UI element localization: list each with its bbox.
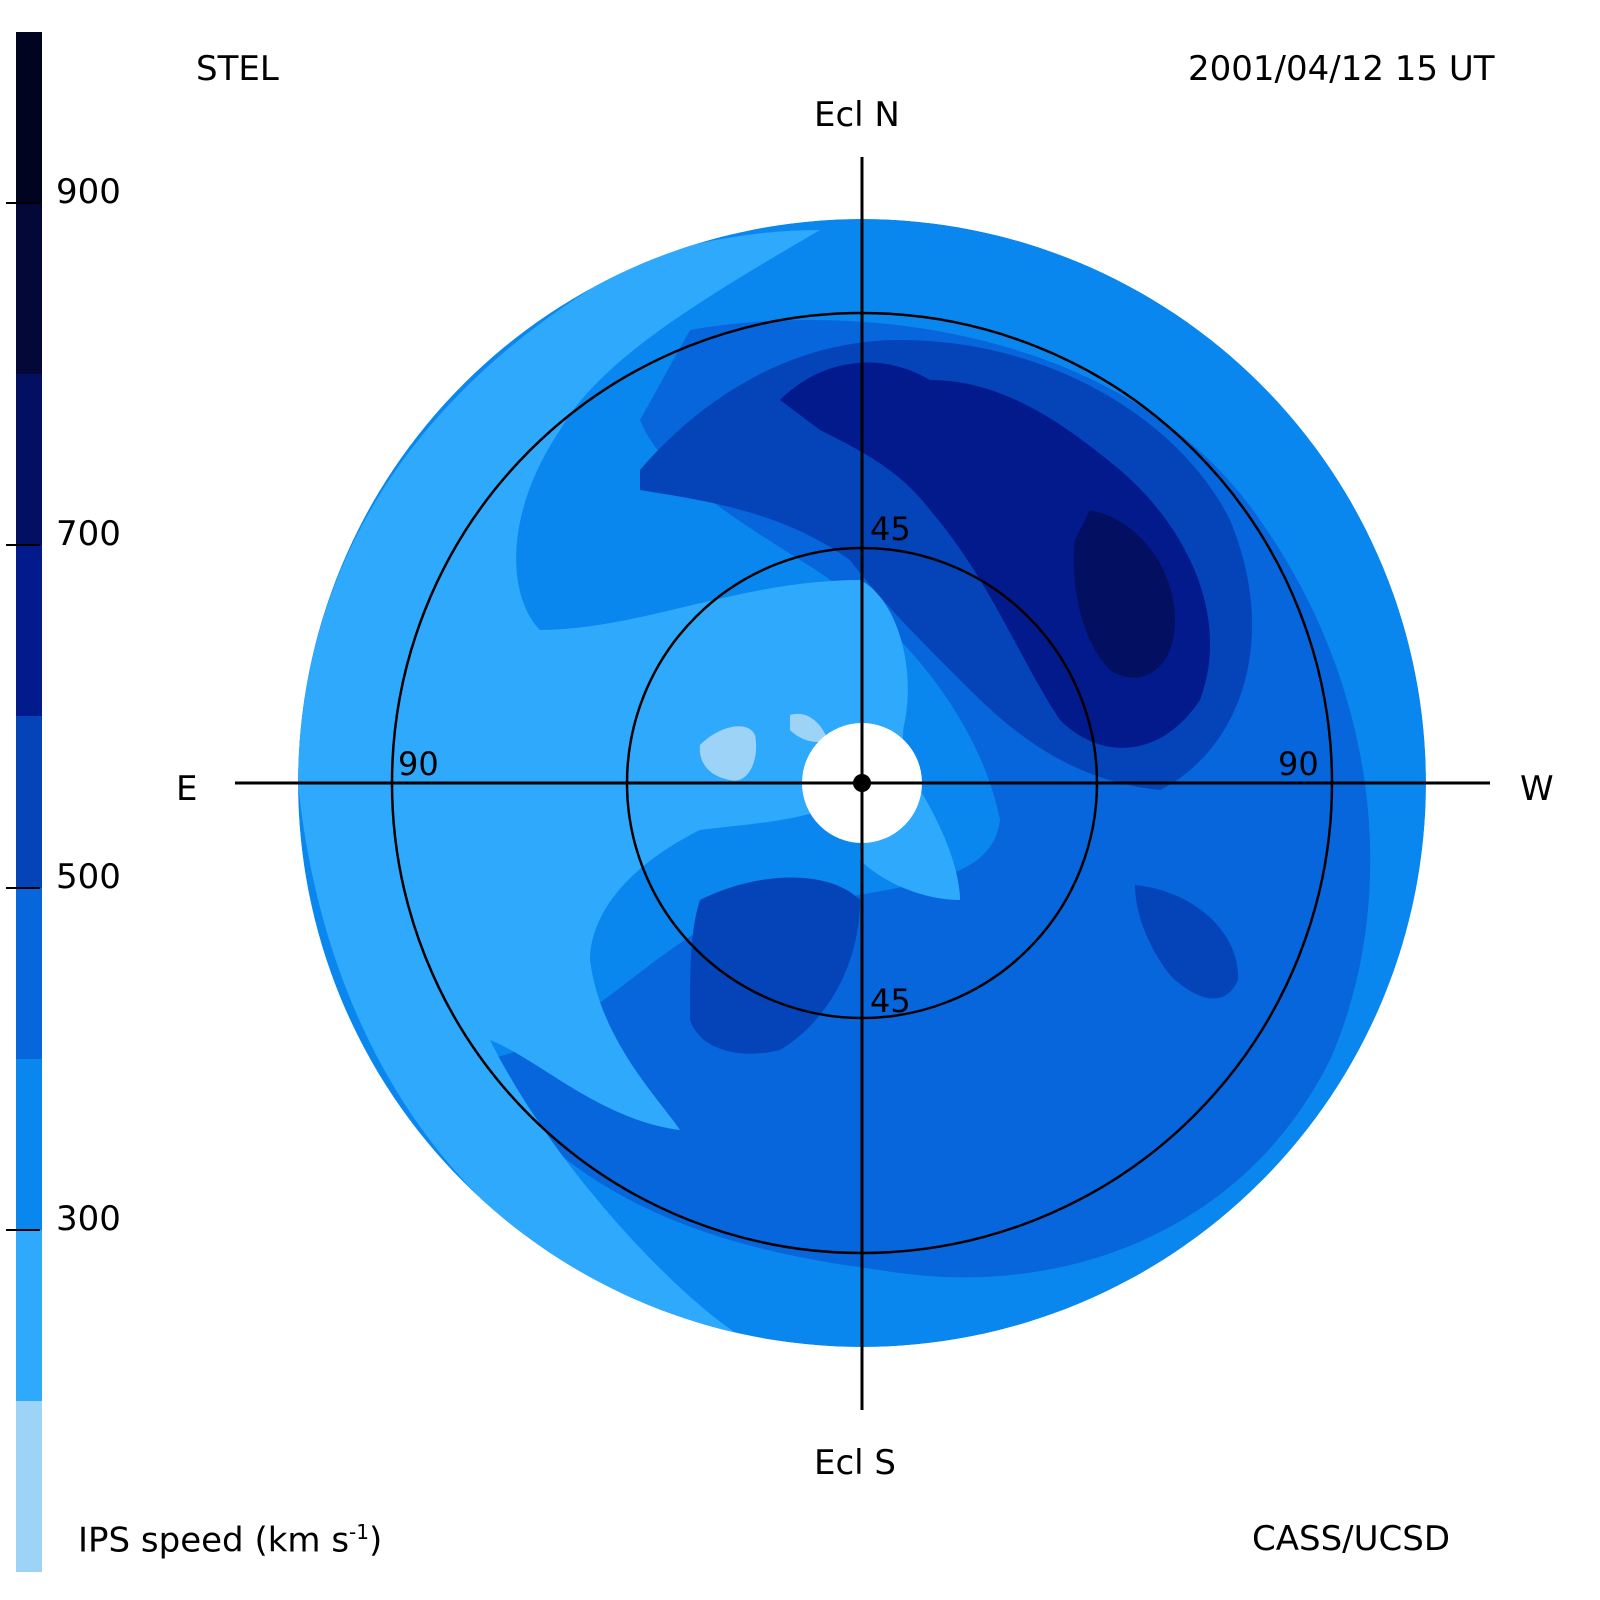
- contour-east-light: [298, 230, 908, 1347]
- credit-label: CASS/UCSD: [1252, 1519, 1451, 1559]
- direction-west: W: [1520, 769, 1554, 809]
- colorbar-tick-label: 300: [56, 1198, 121, 1239]
- colorbar-title-sup: -1: [349, 1520, 369, 1544]
- colorbar-tick-label: 500: [56, 856, 121, 897]
- contour-east-slowest: [699, 726, 757, 781]
- colorbar-tick-label: 900: [56, 172, 121, 213]
- colorbar-title: IPS speed (km s-1): [78, 1522, 382, 1557]
- contour-se-dark: [690, 877, 860, 1054]
- colorbar-segment: [16, 716, 42, 888]
- colorbar-tick: [6, 202, 40, 205]
- station-label: STEL: [196, 49, 279, 89]
- ring-label-90-west: 90: [1278, 745, 1319, 783]
- colorbar-title-end: ): [369, 1520, 383, 1561]
- direction-south: Ecl S: [814, 1443, 897, 1483]
- colorbar-segment: [16, 1400, 42, 1572]
- colorbar-segment: [16, 374, 42, 546]
- colorbar-segment: [16, 203, 42, 375]
- timestamp-label: 2001/04/12 15 UT: [1188, 49, 1495, 89]
- ring-label-90-east: 90: [398, 745, 439, 783]
- colorbar-segment: [16, 32, 42, 204]
- colorbar-tick: [6, 544, 40, 547]
- colorbar-segment: [16, 545, 42, 717]
- colorbar-segment: [16, 1229, 42, 1401]
- sun-center-dot: [853, 774, 871, 792]
- colorbar-tick: [6, 1228, 40, 1231]
- contour-sw-dark: [1135, 885, 1239, 999]
- contour-near-sun-slow: [790, 713, 828, 742]
- direction-north: Ecl N: [814, 95, 900, 135]
- colorbar-tick: [6, 886, 40, 889]
- colorbar-tick-label: 700: [56, 514, 121, 555]
- direction-east: E: [176, 769, 198, 809]
- colorbar-title-text: IPS speed (km s: [78, 1520, 350, 1561]
- colorbar-segment: [16, 887, 42, 1059]
- contour-nw-core: [1073, 510, 1175, 678]
- colorbar: [16, 32, 42, 1572]
- colorbar-segment: [16, 1058, 42, 1230]
- ring-label-45-north: 45: [870, 510, 911, 548]
- ring-label-45-south: 45: [870, 982, 911, 1020]
